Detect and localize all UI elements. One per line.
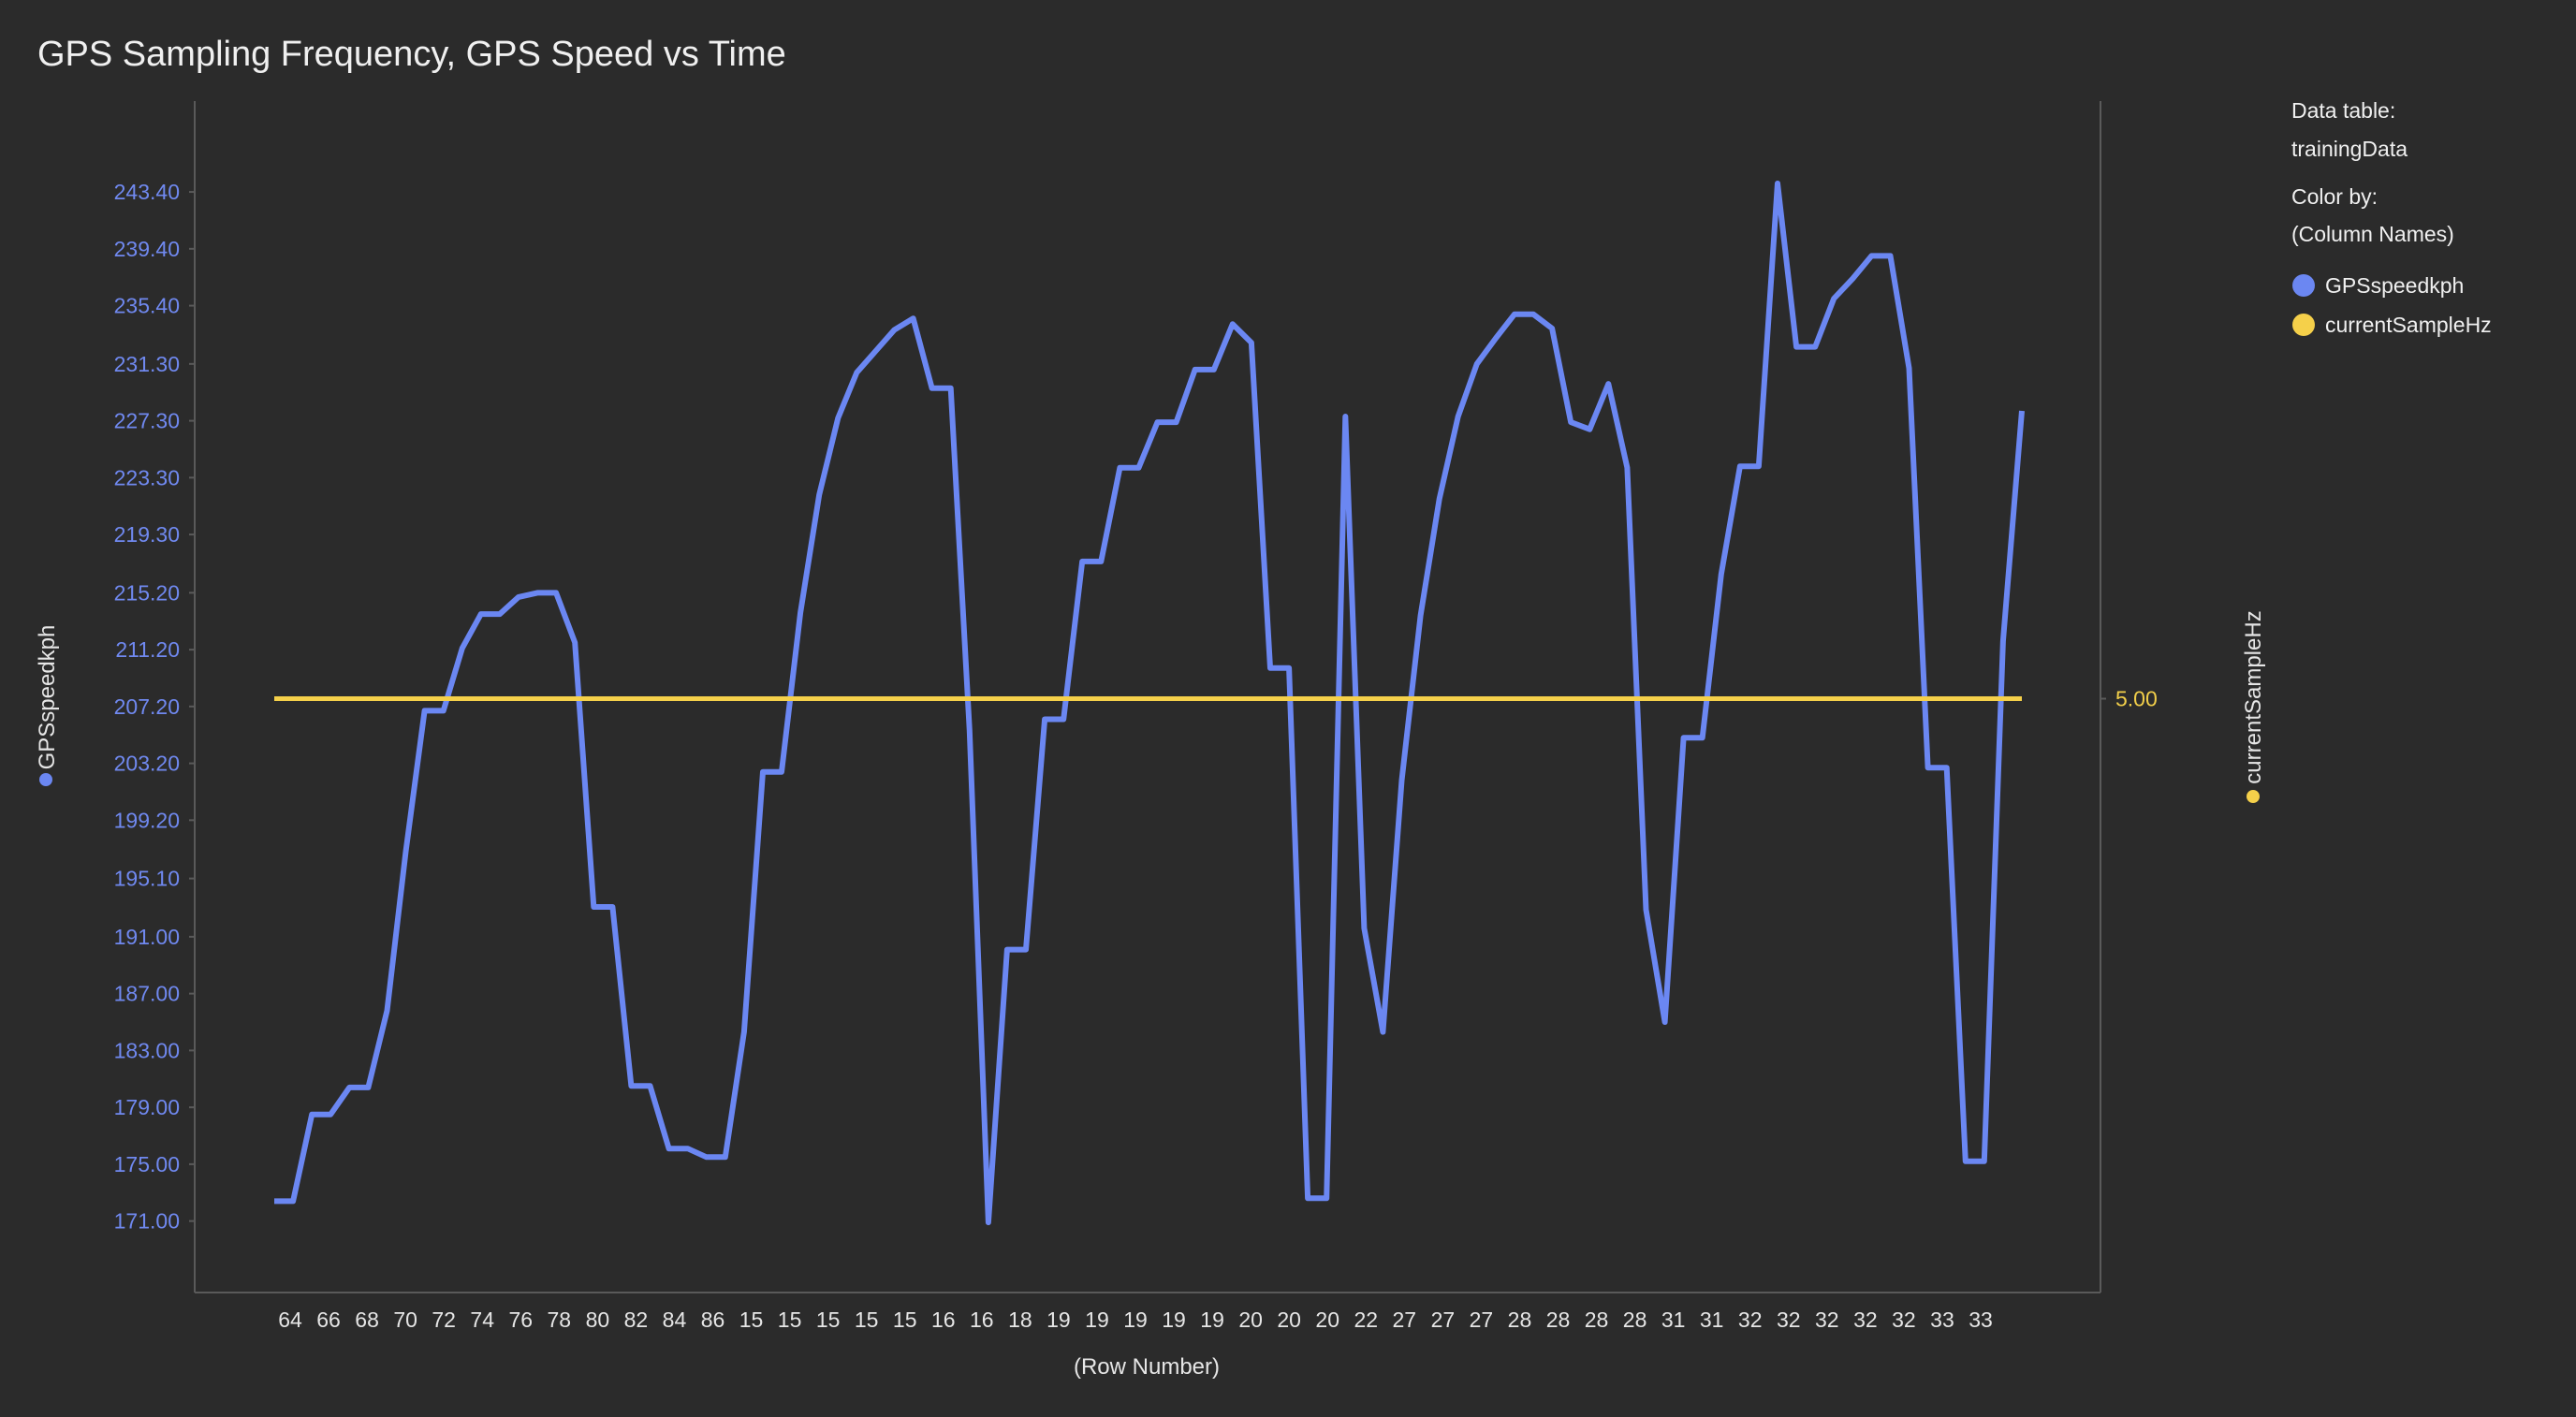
right-y-axis-color-dot <box>2247 790 2260 803</box>
legend-swatch-currentsamplehz[interactable] <box>2292 314 2315 336</box>
x-tick-labels: 64 66 68 70 72 74 76 78 80 82 84 86 15 15 15 15 15 16 16 18… <box>278 1307 1993 1332</box>
x-tick-label: 28 <box>1623 1307 1647 1332</box>
x-tick-label: 32 <box>1738 1307 1763 1332</box>
series-layer <box>274 181 2025 1226</box>
x-tick-label: 32 <box>1777 1307 1801 1332</box>
legend-color-by-label: Color by: <box>2291 184 2378 209</box>
x-tick-label: 19 <box>1123 1307 1148 1332</box>
right-y-axis-title: currentSampleHz <box>2241 610 2266 783</box>
x-tick-label: 15 <box>855 1307 879 1332</box>
right-y-tick-label: 5.00 <box>2115 687 2158 711</box>
left-y-tick-labels: 171.00 175.00 179.00 183.00 187.00 191.00 195.… <box>114 180 195 1234</box>
x-tick-label: 32 <box>1853 1307 1878 1332</box>
legend-color-by-value: (Column Names) <box>2291 222 2454 246</box>
x-tick-label: 15 <box>893 1307 917 1332</box>
legend-data-table-label: Data table: <box>2291 98 2395 123</box>
x-tick-label: 86 <box>701 1307 725 1332</box>
x-tick-label: 72 <box>432 1307 456 1332</box>
x-axis-title: (Row Number) <box>1074 1354 1220 1380</box>
legend-item-currentsamplehz[interactable]: currentSampleHz <box>2325 313 2492 337</box>
chart-title: GPS Sampling Frequency, GPS Speed vs Tim… <box>37 35 786 74</box>
left-y-axis-title: GPSspeedkph <box>35 625 60 770</box>
x-tick-label: 15 <box>739 1307 764 1332</box>
x-tick-label: 64 <box>278 1307 302 1332</box>
x-tick-label: 27 <box>1470 1307 1494 1332</box>
legend-swatch-gpsspeedkph[interactable] <box>2292 274 2315 297</box>
x-tick-label: 33 <box>1969 1307 1993 1332</box>
x-tick-label: 22 <box>1354 1307 1378 1332</box>
x-tick-label: 68 <box>355 1307 379 1332</box>
left-y-tick-label: 215.20 <box>114 580 180 605</box>
left-y-tick-label: 183.00 <box>114 1038 180 1062</box>
left-y-tick-label: 187.00 <box>114 982 180 1006</box>
left-y-tick-label: 243.40 <box>114 180 180 204</box>
x-tick-label: 16 <box>970 1307 994 1332</box>
left-y-tick-label: 239.40 <box>114 237 180 261</box>
x-tick-label: 19 <box>1085 1307 1109 1332</box>
x-tick-label: 20 <box>1315 1307 1339 1332</box>
left-y-tick-label: 235.40 <box>114 294 180 318</box>
x-tick-label: 78 <box>548 1307 572 1332</box>
x-tick-label: 31 <box>1661 1307 1686 1332</box>
left-y-tick-label: 179.00 <box>114 1095 180 1119</box>
left-y-tick-label: 195.10 <box>114 867 180 891</box>
x-tick-label: 16 <box>931 1307 956 1332</box>
left-y-tick-label: 175.00 <box>114 1152 180 1176</box>
x-tick-label: 15 <box>816 1307 841 1332</box>
x-tick-label: 19 <box>1200 1307 1224 1332</box>
series-line-gpsspeedkph[interactable] <box>274 181 2025 1226</box>
left-y-axis-title-group: GPSspeedkph <box>35 625 60 770</box>
x-tick-label: 84 <box>663 1307 687 1332</box>
x-tick-label: 19 <box>1162 1307 1186 1332</box>
left-y-tick-label: 207.20 <box>114 694 180 719</box>
left-y-tick-label: 203.20 <box>114 752 180 776</box>
x-tick-label: 31 <box>1700 1307 1724 1332</box>
x-tick-label: 27 <box>1431 1307 1456 1332</box>
x-tick-label: 82 <box>624 1307 649 1332</box>
legend-item-gpsspeedkph[interactable]: GPSspeedkph <box>2325 273 2464 298</box>
x-tick-label: 28 <box>1585 1307 1609 1332</box>
x-tick-label: 33 <box>1930 1307 1954 1332</box>
legend-panel: Data table: trainingData Color by: (Colu… <box>2291 98 2492 337</box>
left-y-tick-label: 211.20 <box>115 637 180 662</box>
x-tick-label: 80 <box>586 1307 610 1332</box>
x-tick-label: 28 <box>1546 1307 1571 1332</box>
x-tick-label: 27 <box>1393 1307 1417 1332</box>
x-tick-label: 70 <box>393 1307 417 1332</box>
right-y-tick-labels: 5.00 <box>2100 687 2158 711</box>
x-tick-label: 20 <box>1238 1307 1263 1332</box>
left-y-tick-label: 171.00 <box>114 1209 180 1234</box>
x-tick-label: 32 <box>1815 1307 1839 1332</box>
left-y-axis-color-dot <box>39 773 52 786</box>
right-y-axis-title-group: currentSampleHz <box>2241 610 2266 783</box>
x-tick-label: 18 <box>1008 1307 1032 1332</box>
x-tick-label: 76 <box>508 1307 533 1332</box>
left-y-tick-label: 219.30 <box>114 522 180 547</box>
x-tick-label: 19 <box>1046 1307 1071 1332</box>
x-tick-label: 15 <box>778 1307 802 1332</box>
left-y-tick-label: 199.20 <box>114 808 180 832</box>
left-y-tick-label: 227.30 <box>114 409 180 433</box>
legend-data-table-value: trainingData <box>2291 137 2408 161</box>
x-tick-label: 66 <box>316 1307 341 1332</box>
x-tick-label: 74 <box>470 1307 494 1332</box>
left-y-tick-label: 231.30 <box>114 352 180 376</box>
left-y-tick-label: 191.00 <box>114 925 180 949</box>
x-tick-label: 20 <box>1277 1307 1301 1332</box>
x-tick-label: 28 <box>1508 1307 1532 1332</box>
left-y-tick-label: 223.30 <box>114 465 180 489</box>
x-tick-label: 32 <box>1892 1307 1916 1332</box>
